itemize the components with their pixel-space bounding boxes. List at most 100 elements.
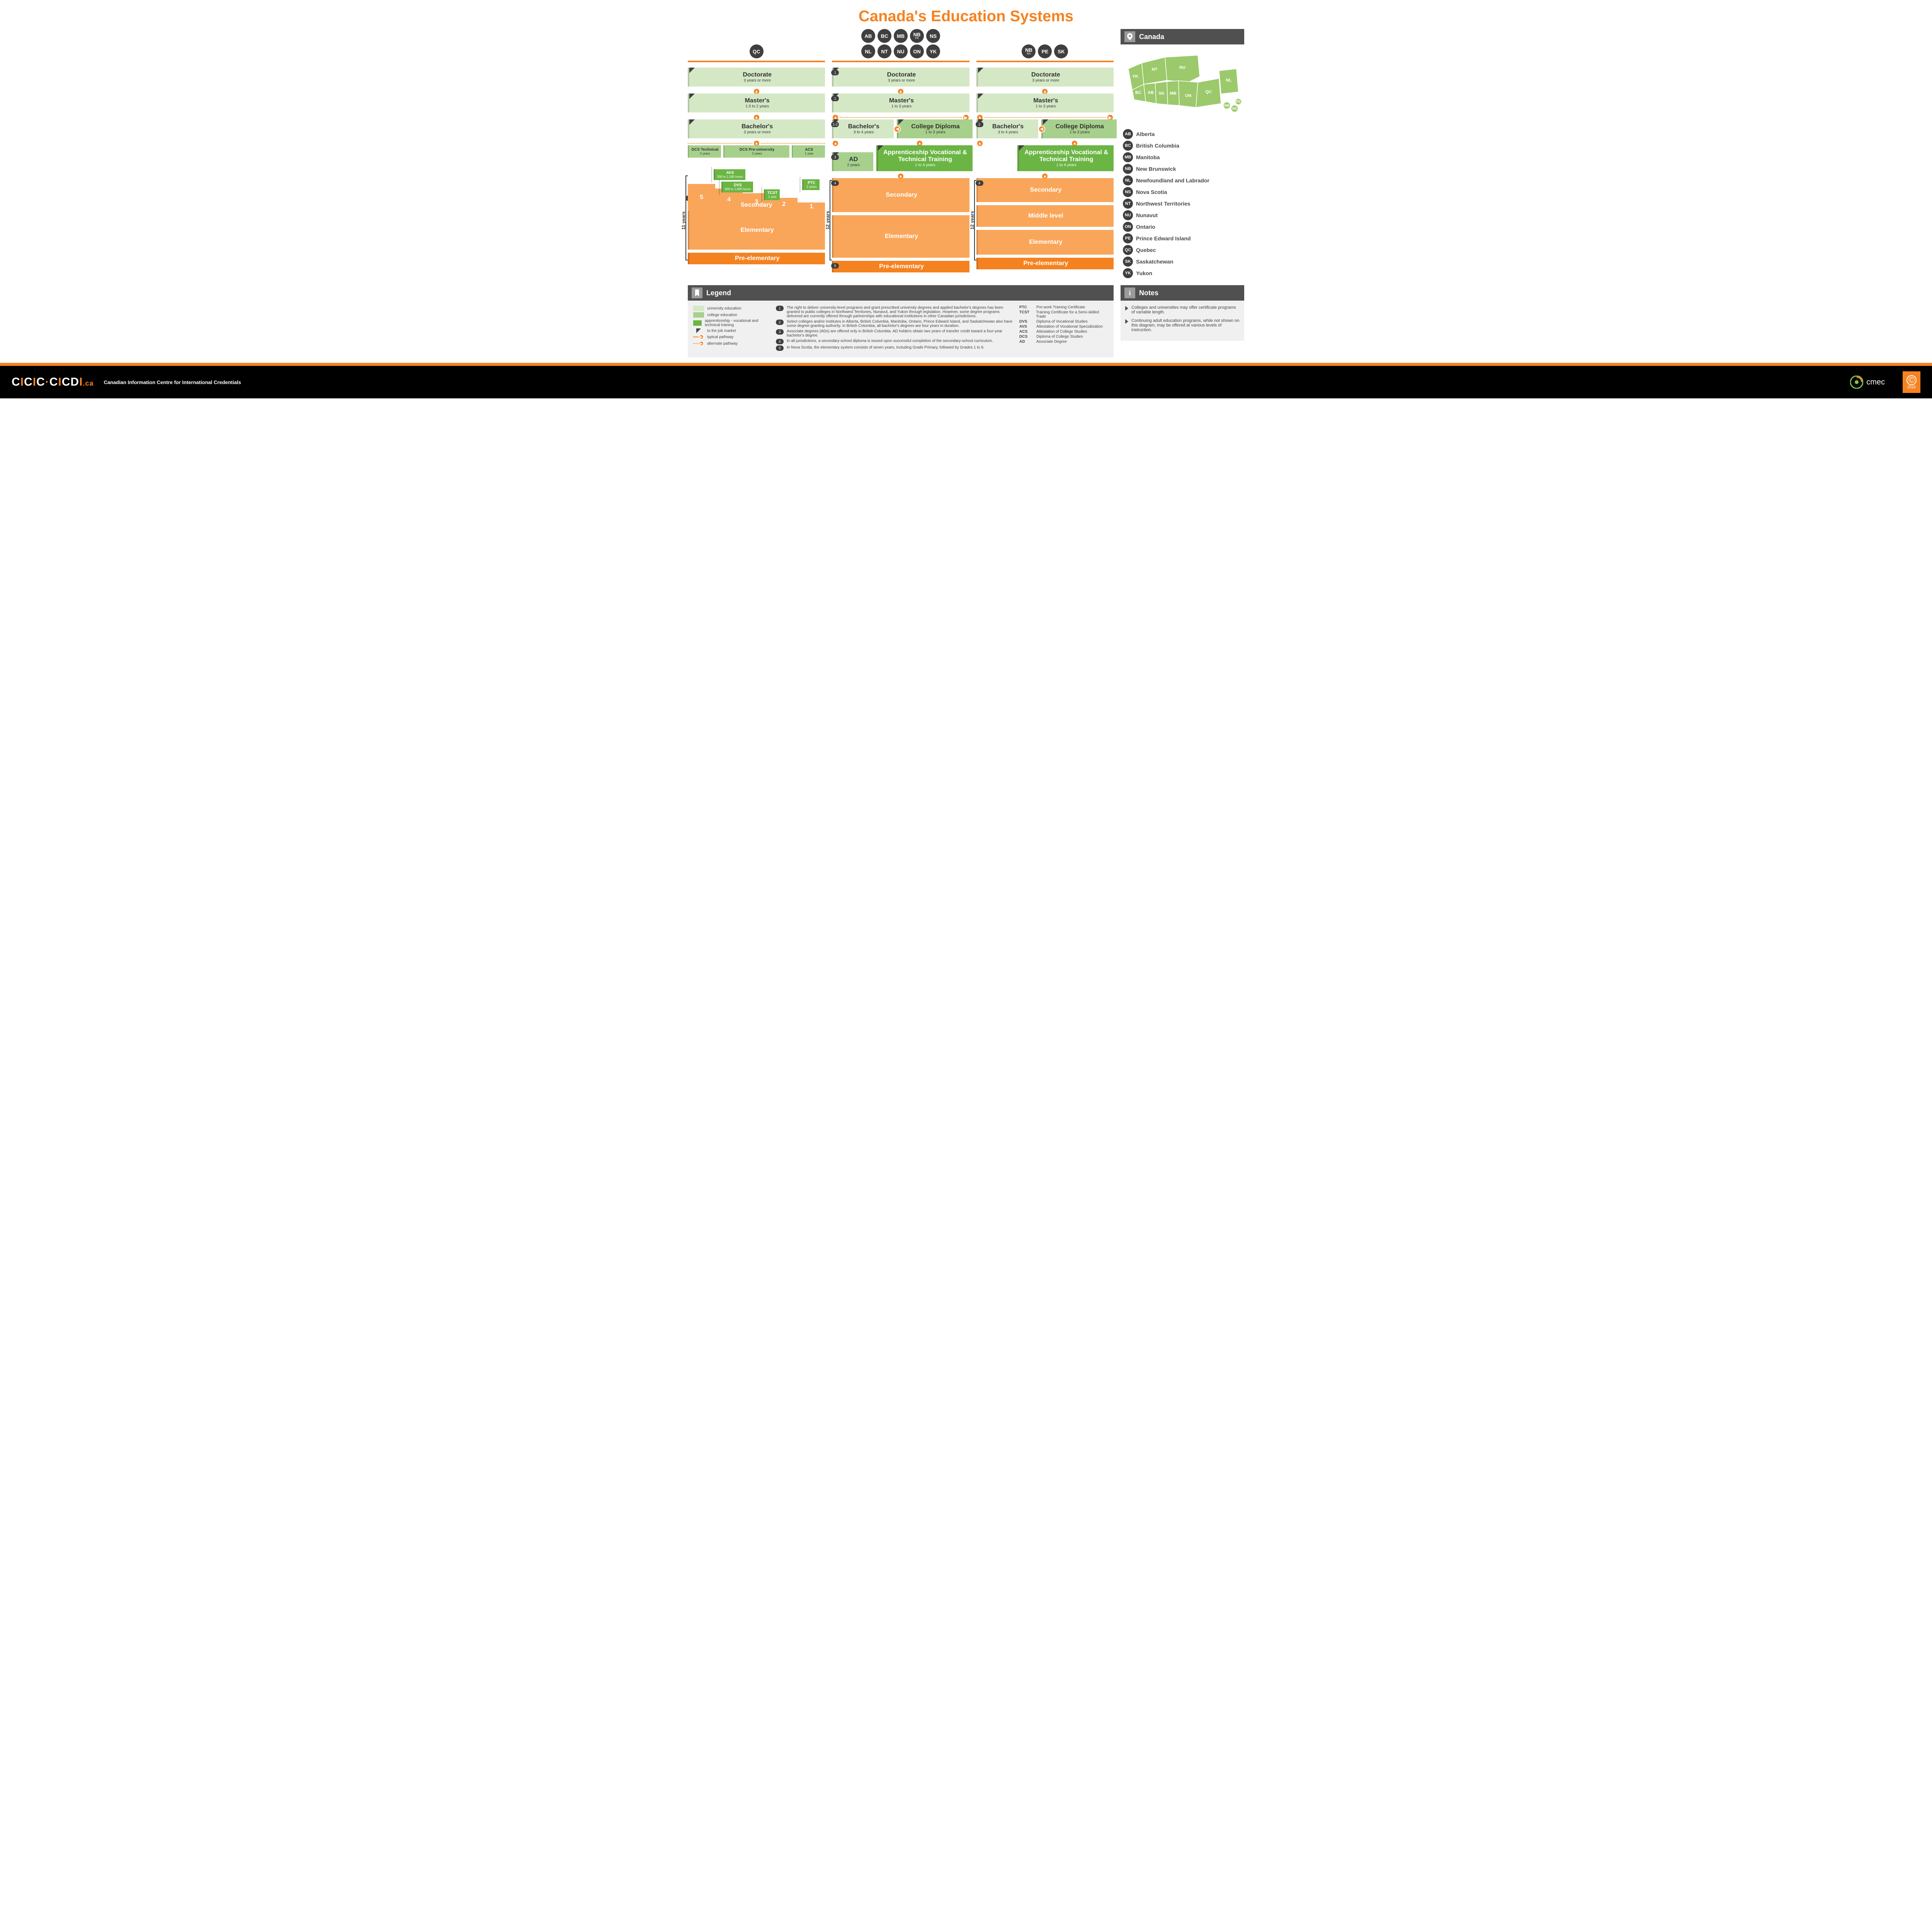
legend-item: ▶alternate pathway xyxy=(693,341,770,346)
province-item: SKSaskatchewan xyxy=(1123,257,1242,267)
legend-item: to the job market xyxy=(693,328,770,333)
legend-item: apprenticeship - vocational and technica… xyxy=(693,319,770,327)
province-badge: PE xyxy=(1038,44,1052,58)
province-badge: BC xyxy=(1123,141,1133,151)
province-list: ABAlbertaBCBritish ColumbiaMBManitobaNBN… xyxy=(1121,129,1244,278)
province-badge: YK xyxy=(926,44,940,58)
notes-body: Colleges and universities may offer cert… xyxy=(1121,301,1244,341)
stage-doctorate: Doctorate3 years or more xyxy=(976,68,1114,87)
province-badge: MB xyxy=(1123,152,1133,162)
svg-text:BC: BC xyxy=(1135,90,1141,95)
province-name: Saskatchewan xyxy=(1136,259,1173,265)
province-badge: NBEN xyxy=(1022,44,1036,58)
abbr-item: AVSAttestation of Vocational Specializat… xyxy=(1019,325,1108,329)
province-item: MBManitoba xyxy=(1123,152,1242,162)
stage-elementary: Elementary xyxy=(832,215,969,258)
note-item: Colleges and universities may offer cert… xyxy=(1125,305,1240,315)
footer-desc: Canadian Information Centre for Internat… xyxy=(104,379,241,385)
province-item: BCBritish Columbia xyxy=(1123,141,1242,151)
column-rule xyxy=(976,61,1114,62)
job-market-icon xyxy=(898,119,904,125)
province-badge: ON xyxy=(910,44,924,58)
note-badge: 3 xyxy=(831,155,839,160)
province-name: Prince Edward Island xyxy=(1136,235,1191,242)
province-badge: NT xyxy=(1123,199,1133,209)
stage-doctorate: 1 Doctorate3 years or more xyxy=(832,68,969,87)
job-market-icon xyxy=(689,119,695,125)
province-item: ONOntario xyxy=(1123,222,1242,232)
stage-duration: 3 years or more xyxy=(692,78,822,83)
province-badge: NBFR xyxy=(910,29,924,43)
job-market-icon xyxy=(1019,145,1024,151)
sidebar: Canada xyxy=(1121,29,1244,280)
legend-note: 1The right to deliver university-level p… xyxy=(776,306,1014,318)
province-name: Quebec xyxy=(1136,247,1156,253)
note-item: Continuing adult education programs, whi… xyxy=(1125,318,1240,332)
province-item: NUNunavut xyxy=(1123,210,1242,220)
abbr-item: DCSDiploma of College Studies xyxy=(1019,335,1108,339)
stage-name: Master's xyxy=(692,97,822,104)
job-market-icon xyxy=(978,68,983,73)
province-badge: ON xyxy=(1123,222,1133,232)
stage-bachelors: Bachelor's 3 years or more xyxy=(688,119,825,138)
arrow-up-icon: ▲ xyxy=(976,140,983,147)
abbr-item: ACSAttestation of College Studies xyxy=(1019,330,1108,334)
svg-text:ON: ON xyxy=(1185,94,1192,98)
province-item: ABAlberta xyxy=(1123,129,1242,139)
province-name: British Columbia xyxy=(1136,143,1179,149)
page-title: Canada's Education Systems xyxy=(688,8,1244,25)
stage-college-diploma: ◀ College Diploma1 to 3 years xyxy=(897,119,972,138)
abbr-item: PTCPre-work Training Certificate xyxy=(1019,305,1108,310)
notes-panel: i Notes Colleges and universities may of… xyxy=(1121,285,1244,357)
legend-item: college education xyxy=(693,312,770,318)
province-item: QCQuebec xyxy=(1123,245,1242,255)
bookmark-icon xyxy=(692,287,702,298)
legend-item: ▶typical pathway xyxy=(693,334,770,340)
legend-notes: 1The right to deliver university-level p… xyxy=(776,304,1014,352)
province-name: Northwest Territories xyxy=(1136,201,1190,207)
province-badge: NL xyxy=(1123,175,1133,185)
province-badge: NU xyxy=(1123,210,1133,220)
stage-secondary: 4 Secondary xyxy=(832,178,969,212)
note-badge: 2 xyxy=(976,122,983,127)
province-badge: PE xyxy=(1123,233,1133,243)
province-badge: SK xyxy=(1054,44,1068,58)
svg-text:NB: NB xyxy=(1225,104,1230,107)
province-name: Nova Scotia xyxy=(1136,189,1167,195)
svg-text:NL: NL xyxy=(1226,78,1232,83)
column-rule xyxy=(832,61,969,62)
stage-pre-elementary: Pre-elementary xyxy=(976,258,1114,269)
province-badge: NS xyxy=(926,29,940,43)
stage-name: Bachelor's xyxy=(692,123,822,130)
stage-elementary: Elementary xyxy=(976,230,1114,255)
stage-apprenticeship: Apprenticeship Vocational & Technical Tr… xyxy=(1017,145,1114,171)
stage-bachelors: 2Bachelor's3 to 4 years xyxy=(976,119,1038,138)
stage-tcst: TCST1 year xyxy=(761,187,781,202)
stage-middle: Middle level xyxy=(976,205,1114,227)
svg-text:AB: AB xyxy=(1148,90,1154,95)
svg-text:YK: YK xyxy=(1132,74,1138,79)
main-grid: QC Doctorate 3 years or more ▲ Master's … xyxy=(688,29,1244,280)
province-name: Ontario xyxy=(1136,224,1155,230)
stage-college-diploma: ◀College Diploma1 to 3 years xyxy=(1041,119,1117,138)
note-badge: 4 xyxy=(976,180,983,186)
province-badge: AB xyxy=(861,29,875,43)
notes-title: Notes xyxy=(1139,289,1158,297)
qc-college-row: DCS Technical3 years DCS Pre-university2… xyxy=(688,145,825,158)
arrow-left-icon: ◀ xyxy=(1038,126,1045,133)
stage-ad: 3 AD2 years xyxy=(832,152,873,171)
triangle-icon xyxy=(1125,306,1128,311)
stage-elementary: Elementary xyxy=(688,211,825,250)
note-badge: 5 xyxy=(831,263,839,269)
stage-secondary: Secondary xyxy=(688,202,825,209)
copyright-badge: ©2016 xyxy=(1903,371,1920,393)
legend-item: university education xyxy=(693,306,770,311)
abbr-item: ADAssociate Degree xyxy=(1019,340,1108,344)
province-badge: YK xyxy=(1123,268,1133,278)
province-item: NTNorthwest Territories xyxy=(1123,199,1242,209)
legend-note: 5In Nova Scotia, the elementary system c… xyxy=(776,345,1014,351)
province-name: Manitoba xyxy=(1136,154,1160,160)
note-badge: 4 xyxy=(831,180,839,186)
svg-text:QC: QC xyxy=(1206,90,1212,94)
province-badge: NT xyxy=(878,44,891,58)
